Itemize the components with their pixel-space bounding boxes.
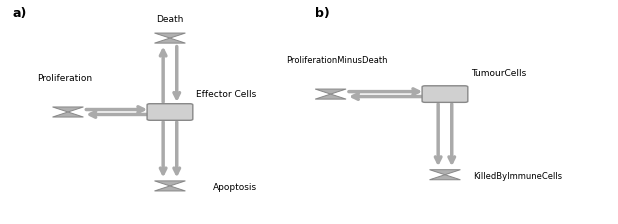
FancyBboxPatch shape — [147, 104, 193, 120]
Text: KilledByImmuneCells: KilledByImmuneCells — [473, 172, 562, 181]
Polygon shape — [154, 33, 185, 38]
Polygon shape — [430, 170, 460, 175]
Text: a): a) — [12, 7, 27, 20]
Text: Death: Death — [156, 15, 184, 24]
Text: TumourCells: TumourCells — [471, 69, 526, 78]
FancyBboxPatch shape — [422, 86, 468, 102]
Text: ProliferationMinusDeath: ProliferationMinusDeath — [286, 56, 387, 65]
Polygon shape — [53, 107, 83, 112]
Text: Apoptosis: Apoptosis — [213, 183, 257, 192]
Polygon shape — [430, 175, 460, 180]
Text: Proliferation: Proliferation — [37, 74, 93, 83]
Polygon shape — [154, 38, 185, 43]
Text: Effector Cells: Effector Cells — [196, 90, 256, 99]
Text: b): b) — [315, 7, 330, 20]
Polygon shape — [154, 181, 185, 186]
Polygon shape — [154, 186, 185, 191]
Polygon shape — [315, 89, 346, 94]
Polygon shape — [53, 112, 83, 117]
Polygon shape — [315, 94, 346, 99]
